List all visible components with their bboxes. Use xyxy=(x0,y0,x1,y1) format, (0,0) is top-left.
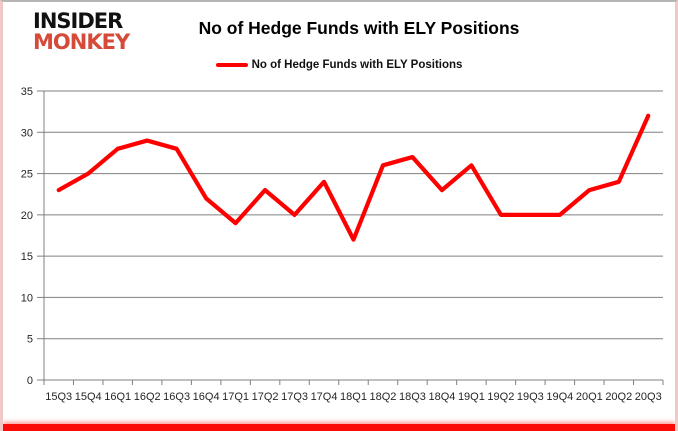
x-tick-label: 19Q4 xyxy=(546,391,573,403)
x-tick-label: 18Q3 xyxy=(399,391,426,403)
x-tick-label: 18Q4 xyxy=(428,391,455,403)
x-tick-label: 20Q1 xyxy=(576,391,603,403)
x-tick-label: 17Q4 xyxy=(311,391,338,403)
legend-line-swatch xyxy=(215,63,248,67)
series-line xyxy=(56,113,651,242)
x-tick-label: 15Q4 xyxy=(75,391,102,403)
y-tick-label: 5 xyxy=(27,334,33,346)
x-tick-label: 17Q3 xyxy=(281,391,308,403)
x-tick-label: 20Q2 xyxy=(605,391,632,403)
x-tick-label: 17Q1 xyxy=(222,391,249,403)
insider-monkey-logo: INSIDER MONKEY xyxy=(33,9,130,54)
y-tick-label: 20 xyxy=(21,210,33,222)
x-tick-label: 16Q1 xyxy=(104,391,131,403)
legend-label: No of Hedge Funds with ELY Positions xyxy=(251,59,463,71)
y-tick-label: 30 xyxy=(21,127,33,139)
x-tick-label: 20Q3 xyxy=(635,391,662,403)
chart-title: No of Hedge Funds with ELY Positions xyxy=(198,18,520,38)
y-tick-label: 25 xyxy=(21,169,33,181)
x-tick-label: 19Q2 xyxy=(487,391,514,403)
x-tick-label: 16Q3 xyxy=(163,391,190,403)
bottom-red-bar xyxy=(3,424,675,431)
x-tick-label: 18Q1 xyxy=(340,391,367,403)
x-tick-label: 16Q4 xyxy=(193,391,220,403)
x-tick-label: 19Q1 xyxy=(458,391,485,403)
x-tick-label: 19Q3 xyxy=(517,391,544,403)
x-tick-label: 16Q2 xyxy=(134,391,161,403)
x-tick-label: 15Q3 xyxy=(45,391,72,403)
y-tick-label: 0 xyxy=(27,375,33,387)
x-tick-label: 18Q2 xyxy=(370,391,397,403)
y-tick-label: 35 xyxy=(21,86,33,98)
x-tick-label: 17Q2 xyxy=(252,391,279,403)
y-tick-label: 15 xyxy=(21,251,33,263)
logo-insider-text: INSIDER xyxy=(33,9,123,33)
logo-monkey-text: MONKEY xyxy=(33,30,130,54)
y-tick-label: 10 xyxy=(21,292,33,304)
chart-legend: No of Hedge Funds with ELY Positions xyxy=(3,59,675,71)
